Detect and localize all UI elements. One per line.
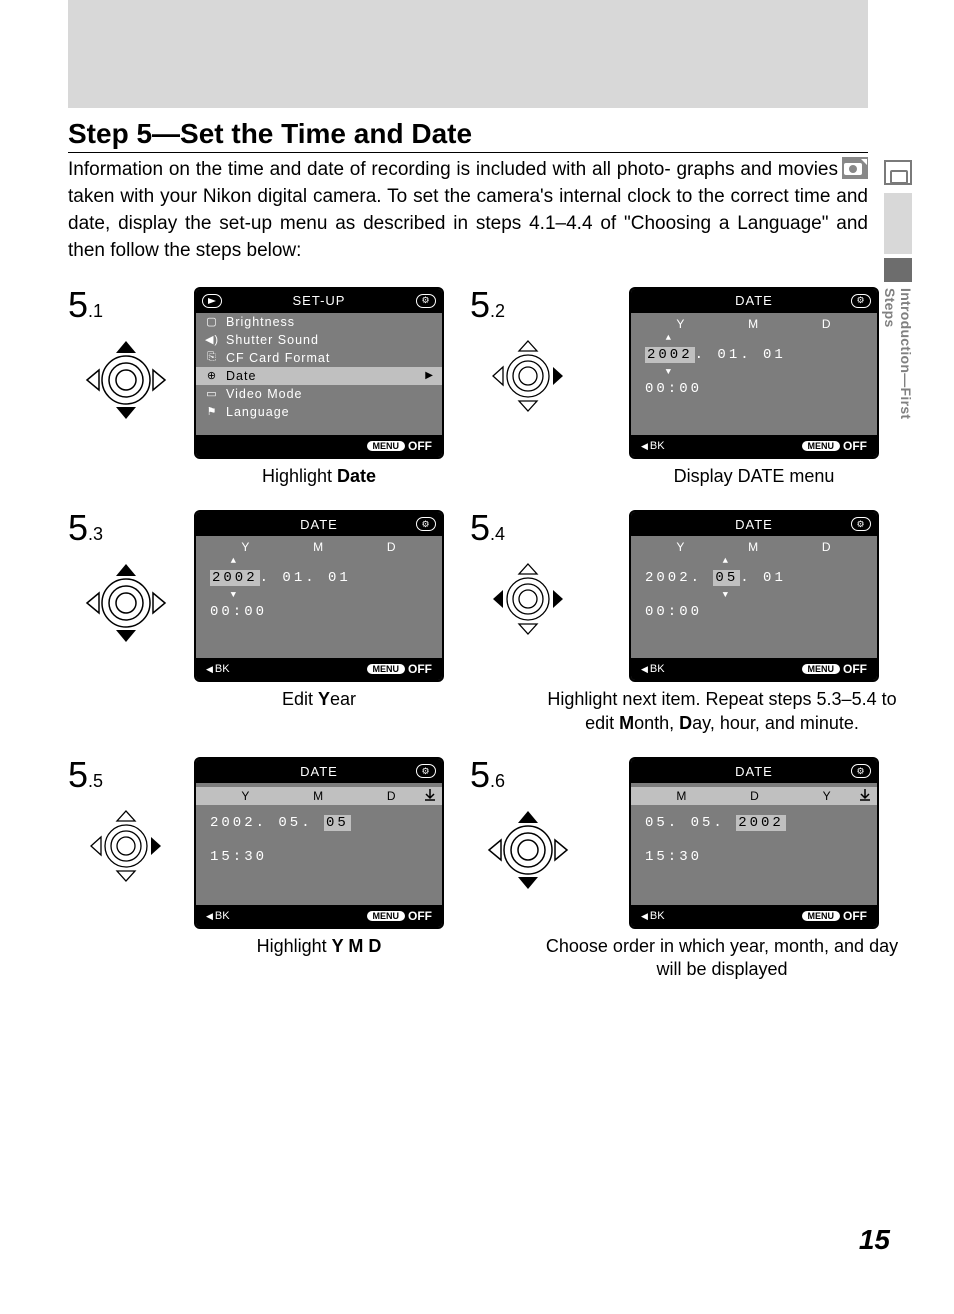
step-title: Step 5—Set the Time and Date [68, 118, 868, 153]
dpad-52 [489, 337, 567, 415]
caption-53: Edit Year [282, 688, 356, 711]
wrench-icon: ⚙ [851, 517, 871, 531]
dpad-55 [87, 807, 165, 885]
step-5-3: 5.3 [68, 510, 444, 735]
setup-menu-list: ▢Brightness ◀)Shutter Sound ⎘CF Card For… [196, 313, 442, 421]
lcd-55: DATE ⚙ YMD 2002. 05. 05 15:30 BK MENUOFF [194, 757, 444, 929]
steps-grid: 5.1 [68, 287, 868, 982]
bk-55: BK [206, 910, 230, 922]
menu-brightness: ▢Brightness [196, 313, 442, 331]
lcd-52: DATE ⚙ YMD 2002. 01. 01 00:00 BK MENUOFF [629, 287, 879, 459]
ymd-row-53: YMD [204, 540, 434, 554]
wrench-icon: ⚙ [416, 764, 436, 778]
page-content: Step 5—Set the Time and Date Information… [68, 118, 868, 982]
lcd-title-56: DATE [657, 764, 851, 779]
step-5-2: 5.2 [470, 287, 912, 488]
caption-56: Choose order in which year, month, and d… [532, 935, 912, 982]
step-5-5: 5.5 [68, 757, 444, 982]
step-num-52: 5.2 [470, 287, 522, 323]
date-line-53: 2002. 01. 01 [204, 570, 434, 586]
menu-video: ▭Video Mode [196, 385, 442, 403]
step-num-55: 5.5 [68, 757, 120, 793]
caption-51: Highlight Date [262, 465, 376, 488]
menu-shutter: ◀)Shutter Sound [196, 331, 442, 349]
ymd-row-54: YMD [639, 540, 869, 554]
time-line-53: 00:00 [204, 604, 434, 620]
time-line-54: 00:00 [639, 604, 869, 620]
time-line-52: 00:00 [639, 381, 869, 397]
step-num-51: 5.1 [68, 287, 120, 323]
lcd-title-setup: SET-UP [222, 293, 416, 308]
menu-date: ⊕Date [196, 367, 442, 385]
intro-line1: Information on the time and date of reco… [68, 159, 671, 180]
dpad-51 [83, 337, 169, 423]
bk-53: BK [206, 663, 230, 675]
wrench-icon: ⚙ [851, 764, 871, 778]
bk-54: BK [641, 663, 665, 675]
camera-small-icon [884, 160, 912, 185]
mdy-row-56: MDY [631, 787, 877, 805]
dpad-56 [485, 807, 571, 893]
lcd-title-55: DATE [222, 764, 416, 779]
wrench-icon: ⚙ [851, 294, 871, 308]
lcd-title-54: DATE [657, 517, 851, 532]
page-number: 15 [859, 1224, 890, 1256]
side-tab-dark [884, 258, 912, 282]
menu-language: ⚑Language [196, 403, 442, 421]
caption-52: Display DATE menu [674, 465, 835, 488]
camera-inline-icon [842, 157, 868, 179]
step-num-54: 5.4 [470, 510, 522, 546]
ymd-row-52: YMD [639, 317, 869, 331]
lcd-setup: SET-UP ⚙ ▢Brightness ◀)Shutter Sound ⎘CF… [194, 287, 444, 459]
step-num-53: 5.3 [68, 510, 120, 546]
lcd-53: DATE ⚙ YMD 2002. 01. 01 00:00 BK MENUOFF [194, 510, 444, 682]
side-tab-gray [884, 193, 912, 254]
date-line-54: 2002. 05. 01 [639, 570, 869, 586]
lcd-title-52: DATE [657, 293, 851, 308]
top-gray-bar [68, 0, 868, 108]
wrench-icon: ⚙ [416, 517, 436, 531]
date-line-56: 05. 05. 2002 [639, 815, 869, 831]
menu-cf: ⎘CF Card Format [196, 349, 442, 367]
date-line-52: 2002. 01. 01 [639, 347, 869, 363]
intro-text: Information on the time and date of reco… [68, 157, 868, 265]
step-5-6: 5.6 [470, 757, 912, 982]
bk-52: BK [641, 440, 665, 452]
caption-54: Highlight next item. Repeat steps 5.3–5.… [532, 688, 912, 735]
date-line-55: 2002. 05. 05 [204, 815, 434, 831]
dpad-53 [83, 560, 169, 646]
time-line-55: 15:30 [204, 849, 434, 865]
lcd-header-setup: SET-UP ⚙ [196, 289, 442, 313]
lcd-title-53: DATE [222, 517, 416, 532]
wrench-icon: ⚙ [416, 294, 436, 308]
caption-55: Highlight Y M D [257, 935, 382, 958]
play-icon [202, 294, 222, 308]
step-5-1: 5.1 [68, 287, 444, 488]
time-line-56: 15:30 [639, 849, 869, 865]
dpad-54 [489, 560, 567, 638]
step-num-56: 5.6 [470, 757, 522, 793]
bk-56: BK [641, 910, 665, 922]
ymd-row-55: YMD [196, 787, 442, 805]
lcd-56: DATE ⚙ MDY 05. 05. 2002 15:30 BK MENUOFF [629, 757, 879, 929]
lcd-footer-setup: MENUOFF [196, 435, 442, 457]
step-5-4: 5.4 [470, 510, 912, 735]
lcd-54: DATE ⚙ YMD 2002. 05. 01 00:00 BK MENUOFF [629, 510, 879, 682]
